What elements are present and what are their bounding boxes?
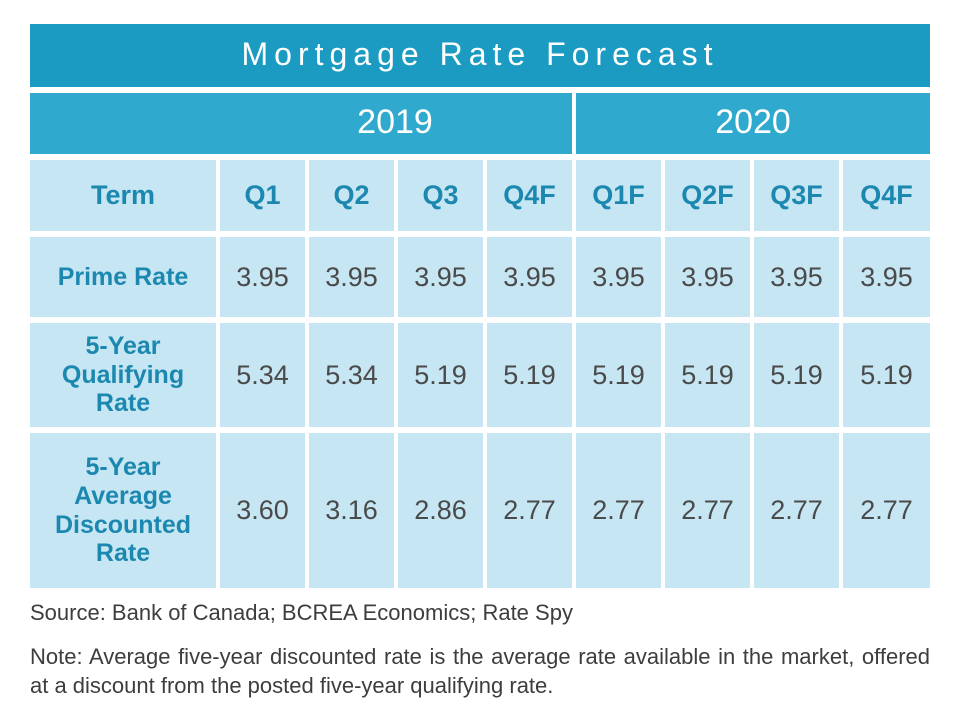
data-cell-r0-c7: 3.95 — [841, 234, 930, 320]
data-cell-r0-c2: 3.95 — [396, 234, 485, 320]
table-title: Mortgage Rate Forecast — [30, 24, 930, 90]
data-cell-r2-c4: 2.77 — [574, 430, 663, 588]
data-cell-r1-c1: 5.34 — [307, 320, 396, 430]
term-header: Term — [30, 157, 218, 234]
data-cell-r0-c5: 3.95 — [663, 234, 752, 320]
row-label-2: 5-Year Average Discounted Rate — [30, 430, 218, 588]
col-header-q3f-6: Q3F — [752, 157, 841, 234]
data-cell-r2-c1: 3.16 — [307, 430, 396, 588]
mortgage-rate-forecast-table: Mortgage Rate Forecast20192020TermQ1Q2Q3… — [30, 24, 930, 588]
data-cell-r1-c3: 5.19 — [485, 320, 574, 430]
data-cell-r0-c6: 3.95 — [752, 234, 841, 320]
data-cell-r0-c1: 3.95 — [307, 234, 396, 320]
data-cell-r1-c2: 5.19 — [396, 320, 485, 430]
row-label-0: Prime Rate — [30, 234, 218, 320]
col-header-q4f-3: Q4F — [485, 157, 574, 234]
data-cell-r1-c4: 5.19 — [574, 320, 663, 430]
data-cell-r2-c6: 2.77 — [752, 430, 841, 588]
row-label-1: 5-Year Qualifying Rate — [30, 320, 218, 430]
data-cell-r1-c0: 5.34 — [218, 320, 307, 430]
data-cell-r0-c4: 3.95 — [574, 234, 663, 320]
data-cell-r2-c2: 2.86 — [396, 430, 485, 588]
col-header-q2-1: Q2 — [307, 157, 396, 234]
data-cell-r1-c5: 5.19 — [663, 320, 752, 430]
data-cell-r2-c7: 2.77 — [841, 430, 930, 588]
data-cell-r2-c5: 2.77 — [663, 430, 752, 588]
data-cell-r1-c7: 5.19 — [841, 320, 930, 430]
col-header-q4f-7: Q4F — [841, 157, 930, 234]
data-cell-r0-c3: 3.95 — [485, 234, 574, 320]
data-cell-r2-c0: 3.60 — [218, 430, 307, 588]
year-2019: 2019 — [218, 90, 574, 157]
year-2020: 2020 — [574, 90, 930, 157]
source-line: Source: Bank of Canada; BCREA Economics;… — [30, 588, 930, 628]
year-corner — [30, 90, 218, 157]
col-header-q1f-4: Q1F — [574, 157, 663, 234]
data-cell-r2-c3: 2.77 — [485, 430, 574, 588]
col-header-q3-2: Q3 — [396, 157, 485, 234]
data-cell-r1-c6: 5.19 — [752, 320, 841, 430]
note-line: Note: Average five-year discounted rate … — [30, 628, 930, 701]
col-header-q1-0: Q1 — [218, 157, 307, 234]
col-header-q2f-5: Q2F — [663, 157, 752, 234]
data-cell-r0-c0: 3.95 — [218, 234, 307, 320]
